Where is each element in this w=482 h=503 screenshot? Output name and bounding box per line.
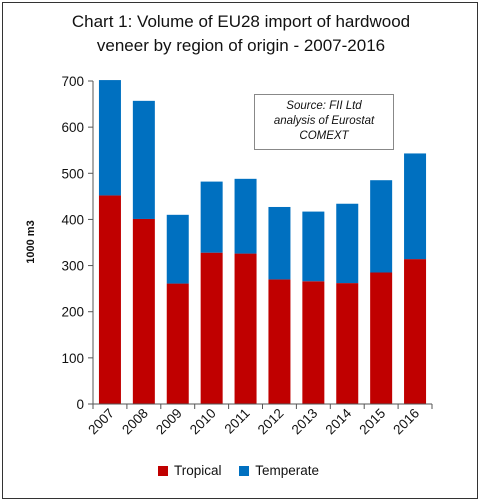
bar-tropical-2014 [336,283,359,404]
source-line-1: Source: FII Ltd [286,100,362,112]
y-tick-label-400: 400 [61,212,84,227]
x-tick-label-2014: 2014 [323,405,355,437]
bar-tropical-2010 [200,252,223,404]
x-tick-label-2012: 2012 [255,406,287,438]
y-tick-label-700: 700 [61,74,84,89]
x-tick-label-2015: 2015 [356,406,388,438]
bar-temperate-2008 [132,100,155,219]
bar-tropical-2007 [98,195,121,404]
legend-swatch-tropical [158,465,168,476]
chart-title-line-1: Chart 1: Volume of EU28 import of hardwo… [71,12,411,31]
bar-tropical-2015 [370,272,393,404]
legend: Tropical Temperate [158,463,333,479]
bar-temperate-2015 [370,180,393,273]
y-tick-label-500: 500 [61,166,84,181]
legend-item-temperate: Temperate [239,463,319,478]
bar-tropical-2013 [302,281,325,404]
source-line-2: analysis of Eurostat [273,115,375,127]
chart-title-line-2: veneer by region of origin - 2007-2016 [96,36,386,55]
bar-tropical-2011 [234,253,257,404]
legend-label-temperate: Temperate [255,463,320,478]
bars-layer [98,80,427,404]
x-tick-label-2007: 2007 [85,406,117,438]
x-tick-label-2011: 2011 [222,406,253,437]
bar-temperate-2016 [404,153,427,260]
bar-temperate-2011 [234,178,257,254]
bar-tropical-2016 [404,259,427,404]
bar-tropical-2012 [268,279,291,404]
source-line-3: COMEXT [299,130,349,142]
y-axis-label: 1000 m3 [25,220,37,263]
x-tick-label-2008: 2008 [119,406,151,438]
x-tick-label-2016: 2016 [390,406,422,438]
x-tick-label-2010: 2010 [187,406,219,438]
legend-label-tropical: Tropical [174,463,222,478]
x-tick-label-2009: 2009 [153,406,185,438]
y-tick-label-200: 200 [61,305,84,320]
bar-temperate-2010 [200,181,223,253]
legend-swatch-temperate [239,465,250,476]
bar-temperate-2009 [166,214,189,284]
bar-tropical-2008 [132,218,155,404]
bar-temperate-2014 [336,203,359,284]
chart-title: Chart 1: Volume of EU28 import of hardwo… [0,10,482,58]
x-tick-label-2013: 2013 [289,406,321,438]
bar-temperate-2012 [268,206,291,280]
bar-tropical-2009 [166,283,189,404]
bar-temperate-2007 [98,80,121,196]
y-tick-label-300: 300 [61,259,84,274]
bar-temperate-2013 [302,211,325,282]
source-annotation: Source: FII Ltd analysis of Eurostat COM… [254,94,394,150]
y-tick-label-600: 600 [61,120,84,135]
y-tick-label-100: 100 [61,351,84,366]
legend-item-tropical: Tropical [158,463,222,478]
y-tick-label-0: 0 [76,397,84,412]
